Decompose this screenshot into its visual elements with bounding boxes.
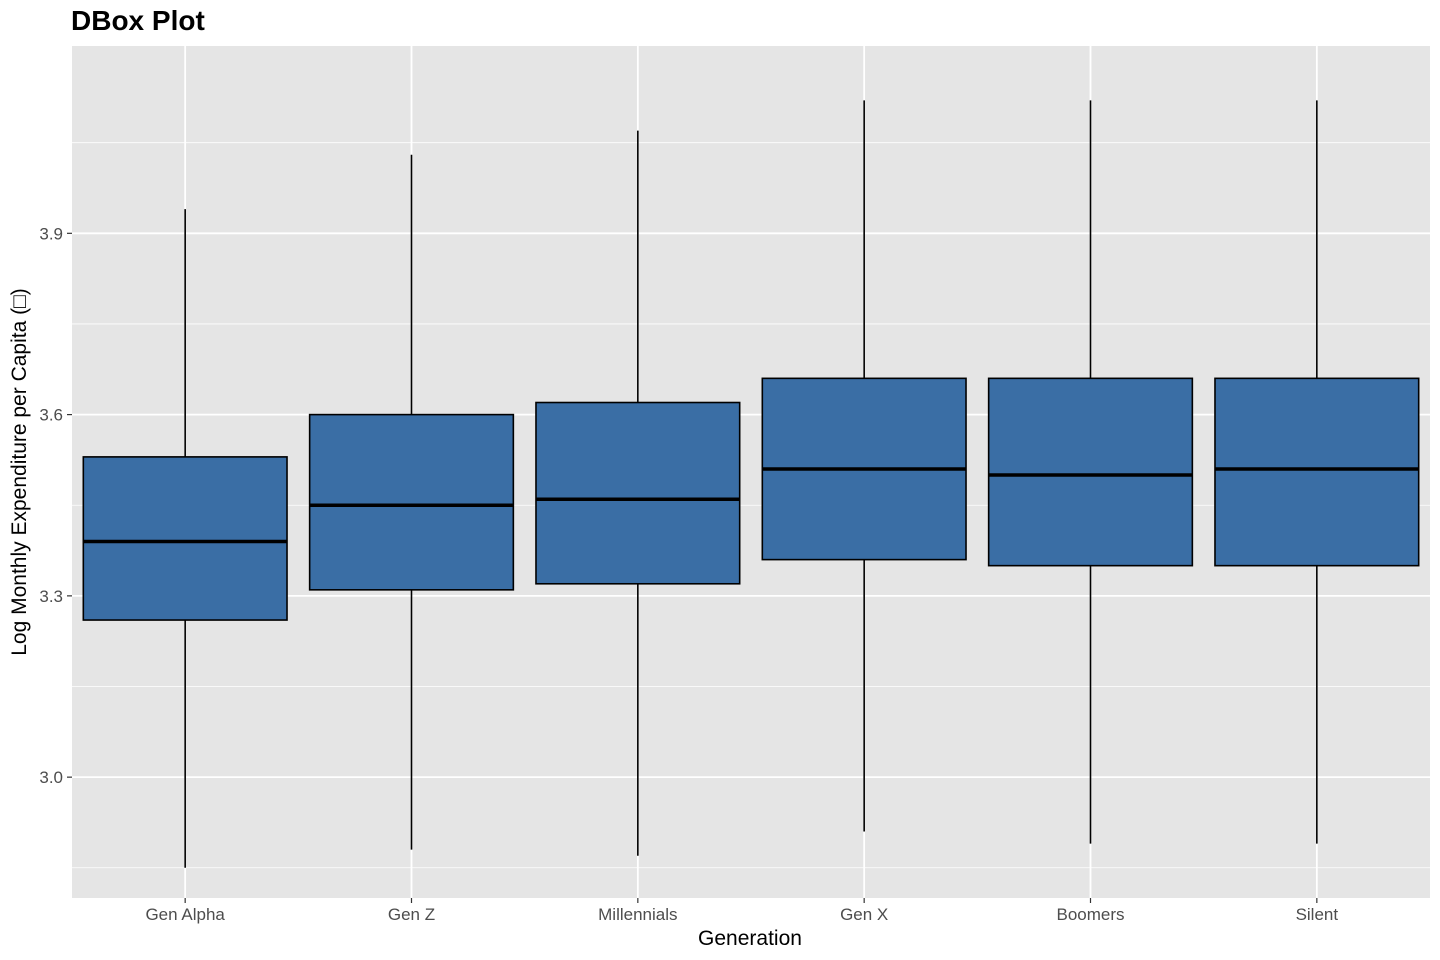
x-tick-label: Gen X: [840, 905, 888, 924]
box-iqr: [987, 377, 1194, 567]
x-tick-label: Gen Z: [388, 905, 435, 924]
box-iqr: [308, 413, 515, 591]
plot-panel: [72, 46, 1430, 898]
box-boomers: [987, 100, 1194, 844]
y-axis: 3.0 3.3 3.6 3.9: [39, 224, 72, 787]
y-axis-title: Log Monthly Expenditure per Capita (□): [8, 288, 31, 656]
x-axis-title: Generation: [698, 927, 802, 950]
y-tick-label: 3.6: [39, 406, 63, 425]
box-gen-alpha: [82, 209, 288, 868]
minor-gridlines: [72, 142, 1430, 869]
x-tick-label: Boomers: [1056, 905, 1124, 924]
boxes-layer: [82, 100, 1420, 868]
box-gen-z: [308, 154, 515, 850]
x-tick-label: Gen Alpha: [145, 905, 225, 924]
x-tick-label: Silent: [1296, 905, 1339, 924]
box-iqr: [1214, 377, 1420, 567]
chart-title: DBox Plot: [71, 5, 205, 36]
y-tick-label: 3.0: [39, 768, 63, 787]
box-millennials: [535, 130, 741, 856]
y-tick-label: 3.9: [39, 224, 63, 243]
x-tick-label: Millennials: [598, 905, 677, 924]
box-gen-x: [761, 100, 967, 832]
y-tick-label: 3.3: [39, 587, 63, 606]
box-iqr: [535, 401, 741, 585]
box-iqr: [82, 456, 288, 621]
x-axis: Gen Alpha Gen Z Millennials Gen X Boomers Sil…: [145, 898, 1338, 924]
box-silent: [1214, 100, 1420, 844]
